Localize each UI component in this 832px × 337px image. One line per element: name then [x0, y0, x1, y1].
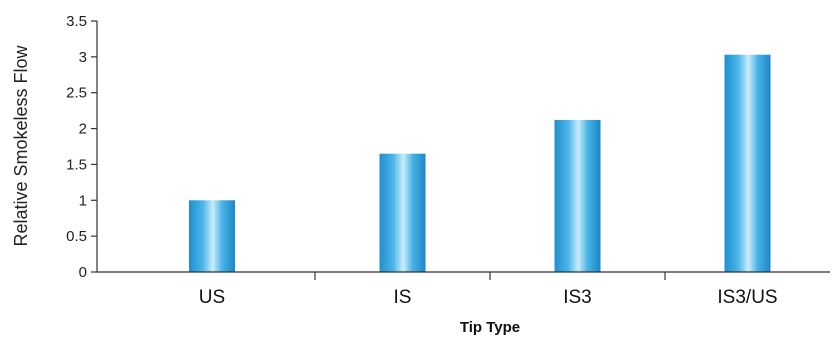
y-axis-ticks: 0 0.5 1 1.5 2 2.5 3 3.5 — [66, 13, 97, 281]
y-tick-label: 2.5 — [66, 85, 87, 102]
bar-is3 — [554, 119, 601, 272]
x-axis-ticks: US IS IS3 IS3/US — [199, 272, 778, 308]
x-category-label: IS3/US — [717, 287, 777, 308]
y-tick-label: 2 — [79, 121, 87, 138]
bar-is3-us — [724, 54, 771, 272]
x-category-label: IS3 — [563, 287, 592, 308]
y-axis-title: Relative Smokeless Flow — [11, 44, 31, 246]
bar-is — [379, 153, 426, 272]
y-tick-label: 0.5 — [66, 228, 87, 245]
x-category-label: IS — [394, 287, 412, 308]
y-tick-label: 0 — [79, 264, 87, 281]
y-tick-label: 1.5 — [66, 156, 87, 173]
x-axis-title: Tip Type — [460, 319, 520, 336]
bars — [189, 54, 771, 272]
y-tick-label: 3.5 — [66, 13, 87, 30]
y-tick-label: 3 — [79, 49, 87, 66]
y-tick-label: 1 — [79, 192, 87, 209]
x-category-label: US — [199, 287, 225, 308]
bar-us — [189, 200, 235, 272]
